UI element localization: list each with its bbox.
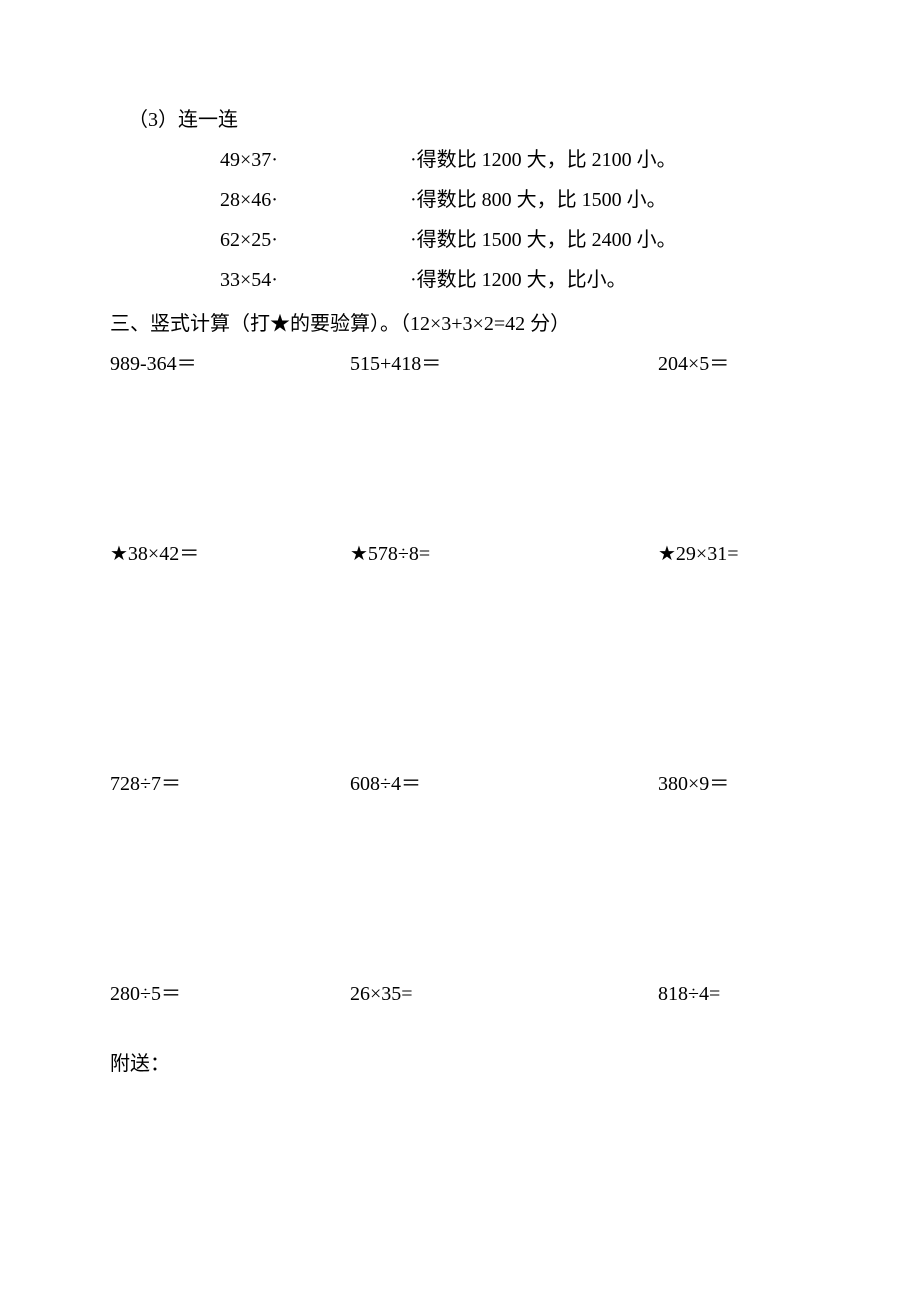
match-row: 28×46· ·得数比 800 大，比 1500 小。: [220, 180, 810, 220]
calc-problem: 380×9＝: [658, 764, 808, 974]
appendix-label: 附送：: [110, 1044, 810, 1084]
calc-row: 728÷7＝ 608÷4＝ 380×9＝: [110, 764, 808, 974]
calc-problem: 728÷7＝: [110, 764, 350, 974]
match-row: 62×25· ·得数比 1500 大，比 2400 小。: [220, 220, 810, 260]
section-3-title: 三、竖式计算（打★的要验算）。（12×3+3×2=42 分）: [110, 304, 810, 344]
calc-problem: 280÷5＝: [110, 974, 350, 1014]
calc-problem: ★29×31=: [658, 534, 808, 764]
match-left-expr: 28×46·: [220, 180, 410, 220]
match-row: 49×37· ·得数比 1200 大，比 2100 小。: [220, 140, 810, 180]
match-right-text: ·得数比 800 大，比 1500 小。: [410, 180, 810, 220]
calc-problem: 204×5＝: [658, 344, 808, 534]
calc-row: 280÷5＝ 26×35= 818÷4=: [110, 974, 808, 1014]
question-3-title: （3）连一连: [128, 100, 810, 140]
calc-problem: ★38×42＝: [110, 534, 350, 764]
calc-problem: 989-364＝: [110, 344, 350, 534]
calc-row: 989-364＝ 515+418＝ 204×5＝: [110, 344, 808, 534]
match-right-text: ·得数比 1500 大，比 2400 小。: [410, 220, 810, 260]
match-left-expr: 49×37·: [220, 140, 410, 180]
match-row: 33×54· ·得数比 1200 大，比小。: [220, 260, 810, 300]
calc-grid: 989-364＝ 515+418＝ 204×5＝ ★38×42＝ ★578÷8=…: [110, 344, 810, 1014]
calc-problem: ★578÷8=: [350, 534, 658, 764]
calc-problem: 818÷4=: [658, 974, 808, 1014]
match-left-expr: 33×54·: [220, 260, 410, 300]
calc-problem: 608÷4＝: [350, 764, 658, 974]
calc-problem: 26×35=: [350, 974, 658, 1014]
match-left-expr: 62×25·: [220, 220, 410, 260]
match-right-text: ·得数比 1200 大，比小。: [410, 260, 810, 300]
match-right-text: ·得数比 1200 大，比 2100 小。: [410, 140, 810, 180]
calc-row: ★38×42＝ ★578÷8= ★29×31=: [110, 534, 808, 764]
page: （3）连一连 49×37· ·得数比 1200 大，比 2100 小。 28×4…: [0, 0, 920, 1300]
calc-problem: 515+418＝: [350, 344, 658, 534]
